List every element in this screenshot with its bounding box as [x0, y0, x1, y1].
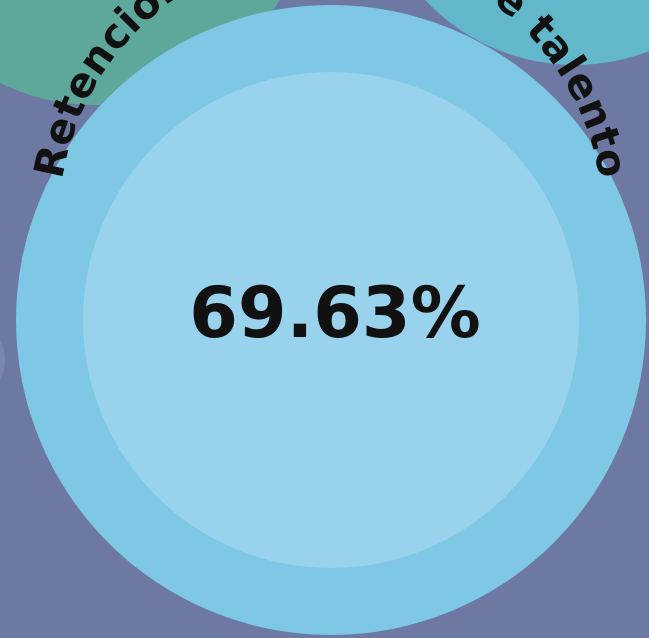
decor-circle-teal	[0, 0, 280, 105]
badge-value: 69.63%	[189, 272, 481, 354]
decor-circle-cyan	[425, 0, 649, 65]
decor-circle-left	[0, 339, 5, 381]
inner-circle	[83, 72, 579, 568]
